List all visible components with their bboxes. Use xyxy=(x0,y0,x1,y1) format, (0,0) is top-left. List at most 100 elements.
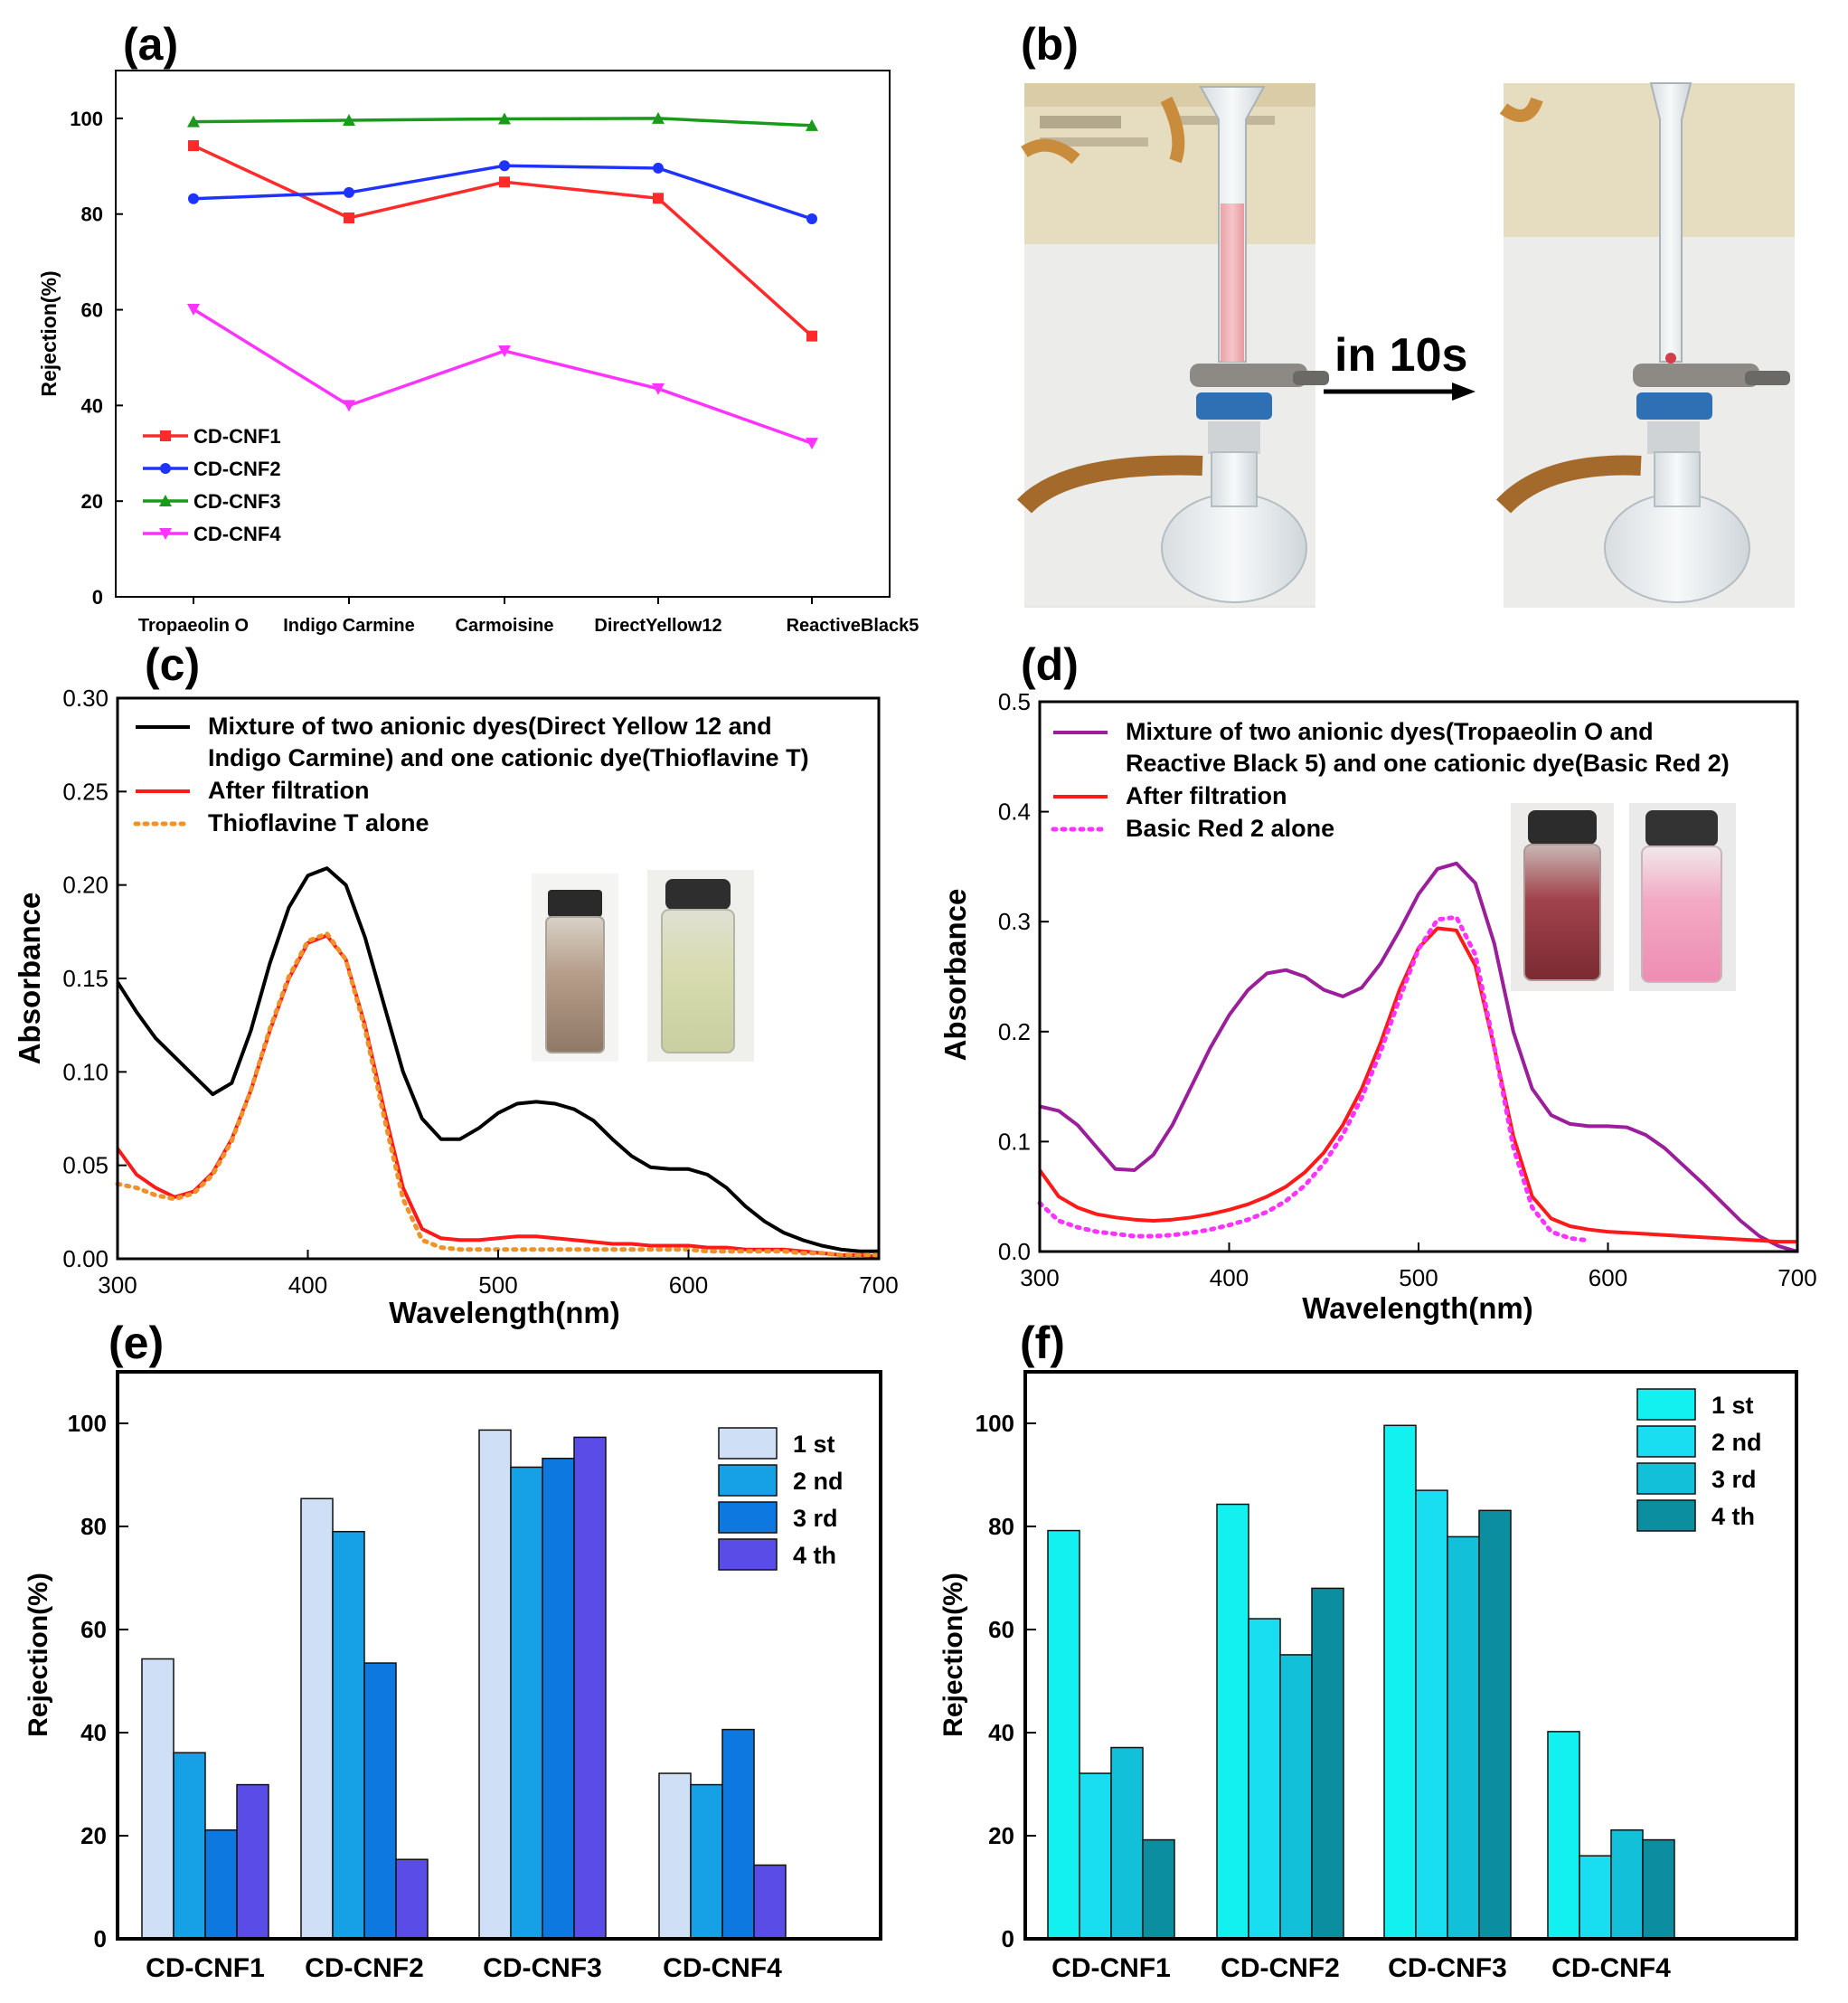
panel-c-legend: Mixture of two anionic dyes(Direct Yello… xyxy=(133,713,809,836)
legend-swatch xyxy=(1636,1462,1696,1495)
x-tick-label: CD-CNF4 xyxy=(1551,1953,1671,1983)
data-point-CD-CNF3 xyxy=(343,114,355,127)
bar-CD-CNF2-2nd xyxy=(332,1530,365,1940)
y-tick-label: 60 xyxy=(80,1616,107,1643)
panel-a-y-axis: 0 20 40 60 80 100 xyxy=(70,108,123,609)
bar-CD-CNF2-4th xyxy=(1311,1587,1344,1940)
panel-e-label: (e) xyxy=(108,1318,164,1368)
y-tick-label: 20 xyxy=(81,490,103,513)
legend-label: 3 rd xyxy=(793,1505,838,1532)
bar-CD-CNF1-3rd xyxy=(204,1828,238,1940)
x-tick-label: 600 xyxy=(669,1271,708,1299)
bar-CD-CNF2-3rd xyxy=(1279,1654,1313,1940)
panel-c-xlabel: Wavelength(nm) xyxy=(389,1296,619,1329)
y-tick-label: 20 xyxy=(988,1822,1014,1849)
spectrum-line-1 xyxy=(116,866,879,1253)
data-point-CD-CNF4 xyxy=(806,438,818,450)
panel-c: (c) 300 400 500 600 700 0.00 0.05 0.10 0.15 0.20 0… xyxy=(13,639,899,1329)
data-point-CD-CNF2 xyxy=(188,193,199,204)
bar-CD-CNF2-4th xyxy=(395,1858,429,1940)
legend-label: CD-CNF2 xyxy=(193,458,281,480)
panel-a: (a) 0 20 40 60 80 100 Tropaeolin O Indigo Carm… xyxy=(37,19,919,636)
bar-CD-CNF4-3rd xyxy=(1610,1828,1644,1940)
panel-d-legend: Mixture of two anionic dyes(Tropaeolin O… xyxy=(1051,718,1730,842)
x-tick-label: 500 xyxy=(1399,1264,1438,1291)
bar-CD-CNF3-1st xyxy=(1383,1424,1417,1940)
vial-photo-mixture-red xyxy=(1511,803,1614,991)
bar-CD-CNF4-3rd xyxy=(721,1728,755,1940)
legend-marker xyxy=(160,430,171,441)
legend-label: After filtration xyxy=(1126,782,1287,809)
legend-label: Basic Red 2 alone xyxy=(1126,815,1334,842)
panel-c-series xyxy=(115,866,882,1259)
x-tick-label: Tropaeolin O xyxy=(138,616,249,636)
panel-e-ylabel: Rejection(%) xyxy=(24,1573,53,1737)
legend-swatch xyxy=(1636,1388,1696,1421)
y-tick-label: 60 xyxy=(81,299,103,322)
vial-photo-filtrate-pink xyxy=(1629,803,1736,991)
x-tick-label: 700 xyxy=(1777,1264,1816,1291)
bar-CD-CNF3-3rd xyxy=(542,1458,575,1940)
y-tick-label: 100 xyxy=(70,108,103,130)
photo-before-filtration xyxy=(1016,83,1329,608)
spectrum-line-3 xyxy=(1037,914,1591,1243)
y-tick-label: 0.15 xyxy=(62,965,108,992)
y-tick-label: 0 xyxy=(1002,1925,1014,1952)
panel-a-legend: CD-CNF1 CD-CNF2 CD-CNF3 CD-CNF4 xyxy=(143,425,281,545)
bar-CD-CNF4-4th xyxy=(753,1864,787,1940)
bar-CD-CNF3-3rd xyxy=(1447,1535,1480,1940)
y-tick-label: 0.3 xyxy=(998,908,1031,935)
panel-f-legend: 1 st 2 nd 3 rd 4 th xyxy=(1636,1388,1762,1532)
panel-d: (d) 300 400 500 600 700 0.0 0.1 0.2 0.3 0.4 0.5 Mi… xyxy=(938,639,1817,1325)
y-tick-label: 0 xyxy=(94,1925,107,1952)
data-point-CD-CNF1 xyxy=(653,193,664,204)
panel-d-label: (d) xyxy=(1021,639,1079,690)
panel-e-legend: 1 st 2 nd 3 rd 4 th xyxy=(718,1427,844,1571)
panel-a-label: (a) xyxy=(123,19,178,70)
panel-a-plot-frame xyxy=(115,70,891,598)
panel-f-plot-frame xyxy=(1023,1370,1798,1941)
panel-a-x-axis: Tropaeolin O Indigo Carmine Carmoisine Dire… xyxy=(138,597,919,636)
legend-label: CD-CNF1 xyxy=(193,425,281,448)
panel-e: (e) 0 20 40 60 80 100 CD-CNF1 CD-CNF2 CD-CNF3 CD-… xyxy=(24,1318,882,1983)
data-point-CD-CNF3 xyxy=(652,111,665,124)
bar-CD-CNF1-2nd xyxy=(1079,1772,1112,1940)
panel-e-plot-frame xyxy=(116,1370,882,1941)
y-tick-label: 0.25 xyxy=(62,778,108,805)
y-tick-label: 0.00 xyxy=(62,1245,108,1272)
data-point-CD-CNF3 xyxy=(187,115,200,128)
x-tick-label: CD-CNF2 xyxy=(305,1953,424,1983)
y-tick-label: 0 xyxy=(92,586,103,609)
bar-CD-CNF3-4th xyxy=(1478,1509,1512,1940)
bar-CD-CNF3-2nd xyxy=(1415,1489,1448,1940)
x-tick-label: 400 xyxy=(288,1271,327,1299)
bar-CD-CNF2-2nd xyxy=(1248,1618,1281,1940)
x-tick-label: 500 xyxy=(478,1271,517,1299)
x-tick-label: Indigo Carmine xyxy=(283,616,415,636)
panel-d-xlabel: Wavelength(nm) xyxy=(1302,1291,1532,1325)
bar-CD-CNF3-2nd xyxy=(510,1466,543,1940)
data-point-CD-CNF1 xyxy=(499,176,510,188)
data-point-CD-CNF1 xyxy=(188,140,199,152)
x-tick-label: 300 xyxy=(98,1271,137,1299)
legend-label: 2 nd xyxy=(793,1468,844,1495)
data-point-CD-CNF2 xyxy=(653,162,664,174)
panel-b: (b) in 10s xyxy=(1016,19,1795,608)
bar-CD-CNF1-1st xyxy=(1047,1529,1080,1940)
legend-label: Reactive Black 5) and one cationic dye(B… xyxy=(1126,750,1730,777)
bar-CD-CNF4-1st xyxy=(658,1772,692,1940)
bar-CD-CNF3-1st xyxy=(478,1429,512,1940)
panel-f-label: (f) xyxy=(1020,1318,1065,1368)
data-point-CD-CNF3 xyxy=(806,118,818,131)
bar-CD-CNF1-4th xyxy=(236,1783,269,1940)
legend-label: Mixture of two anionic dyes(Direct Yello… xyxy=(208,713,772,740)
y-tick-label: 0.30 xyxy=(62,685,108,712)
spectrum-line-2 xyxy=(116,933,880,1259)
y-tick-label: 80 xyxy=(988,1513,1014,1540)
panel-d-axes: 300 400 500 600 700 0.0 0.1 0.2 0.3 0.4 0.5 xyxy=(998,688,1817,1291)
panel-f: (f) 0 20 40 60 80 100 CD-CNF1 CD-CNF2 CD-CNF3 CD-… xyxy=(938,1318,1798,1983)
y-tick-label: 0.4 xyxy=(998,798,1031,826)
bar-CD-CNF1-2nd xyxy=(173,1752,206,1940)
panel-e-bars xyxy=(141,1429,787,1940)
x-tick-label: 700 xyxy=(859,1271,898,1299)
